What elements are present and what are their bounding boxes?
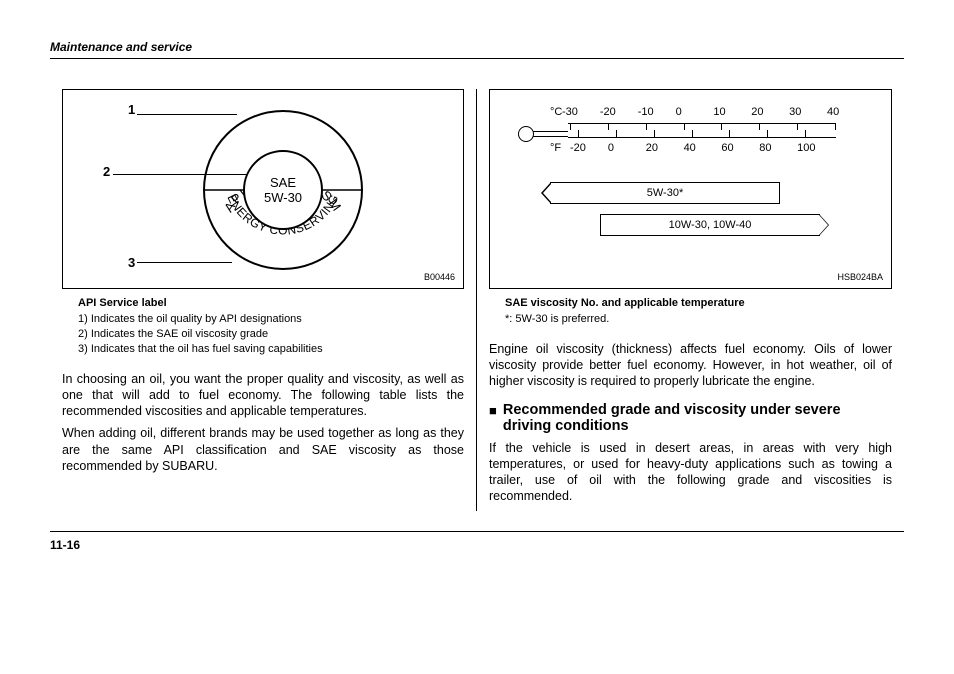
f-tick-label: 80: [759, 142, 771, 154]
callout-1: 1: [128, 102, 135, 117]
figure-code-left: B00446: [424, 272, 455, 282]
f-tick: [805, 130, 806, 137]
f-tick: [692, 130, 693, 137]
c-tick-label: 10: [713, 106, 725, 118]
c-tick: [570, 123, 571, 130]
sae-caption-title: SAE viscosity No. and applicable tempera…: [505, 297, 892, 309]
api-label-figure: 1 2 3 API SERVICE SM: [62, 89, 464, 289]
f-tick: [578, 130, 579, 137]
donut-wrap: 1 2 3 API SERVICE SM: [73, 100, 453, 278]
c-tick: [797, 123, 798, 130]
c-tick-label: -30: [562, 106, 578, 118]
content-columns: 1 2 3 API SERVICE SM: [50, 89, 904, 511]
section-heading: ■ Recommended grade and viscosity under …: [489, 402, 892, 434]
thermometer-stem: [533, 131, 568, 137]
left-para-2: When adding oil, different brands may be…: [62, 425, 464, 474]
right-para-1: Engine oil viscosity (thickness) affects…: [489, 341, 892, 390]
api-caption-list: 1) Indicates the oil quality by API desi…: [78, 312, 464, 357]
api-caption-title: API Service label: [78, 297, 464, 309]
page-number: 11-16: [50, 538, 80, 552]
caption-item-3: 3) Indicates that the oil has fuel savin…: [78, 342, 464, 357]
c-tick-label: 30: [789, 106, 801, 118]
caption-item-2: 2) Indicates the SAE oil viscosity grade: [78, 327, 464, 342]
thermometer-bulb: [518, 126, 534, 142]
f-tick-label: 0: [608, 142, 614, 154]
c-tick: [721, 123, 722, 130]
c-tick: [684, 123, 685, 130]
c-label: °C: [550, 106, 562, 118]
f-tick: [616, 130, 617, 137]
page-header: Maintenance and service: [50, 40, 904, 59]
temp-diagram: °C °F -30 -20 -10 0 10 20 30 40 -20 0 20 40 60 80 100…: [500, 100, 881, 278]
center-line2: 5W-30: [264, 190, 302, 205]
c-tick-label: -10: [638, 106, 654, 118]
left-column: 1 2 3 API SERVICE SM: [50, 89, 477, 511]
header-title: Maintenance and service: [50, 40, 192, 54]
heading-text: Recommended grade and viscosity under se…: [503, 402, 892, 434]
c-tick-label: 0: [676, 106, 682, 118]
f-tick: [767, 130, 768, 137]
c-tick: [608, 123, 609, 130]
sae-caption-note: *: 5W-30 is preferred.: [505, 312, 892, 327]
f-tick: [729, 130, 730, 137]
c-tick: [835, 123, 836, 130]
band1-text: 5W-30*: [647, 187, 683, 199]
right-column: °C °F -30 -20 -10 0 10 20 30 40 -20 0 20 40 60 80 100…: [477, 89, 904, 511]
c-tick-label: -20: [600, 106, 616, 118]
center-line1: SAE: [270, 175, 296, 190]
f-tick: [654, 130, 655, 137]
oil-band-10w: 10W-30, 10W-40: [600, 214, 820, 236]
caption-note-text: *: 5W-30 is preferred.: [505, 312, 892, 327]
f-tick-label: 60: [721, 142, 733, 154]
c-tick: [759, 123, 760, 130]
donut-center: SAE 5W-30: [243, 150, 323, 230]
f-tick-label: 100: [797, 142, 815, 154]
f-tick-label: 40: [684, 142, 696, 154]
page-footer: 11-16: [50, 531, 904, 552]
left-para-1: In choosing an oil, you want the proper …: [62, 371, 464, 420]
f-tick-label: 20: [646, 142, 658, 154]
temp-chart-figure: °C °F -30 -20 -10 0 10 20 30 40 -20 0 20 40 60 80 100…: [489, 89, 892, 289]
f-label: °F: [550, 142, 561, 154]
square-bullet-icon: ■: [489, 403, 497, 418]
f-tick-label: -20: [570, 142, 586, 154]
figure-code-right: HSB024BA: [837, 272, 883, 282]
oil-band-5w30: 5W-30*: [550, 182, 780, 204]
callout-3: 3: [128, 255, 135, 270]
band2-text: 10W-30, 10W-40: [669, 219, 752, 231]
caption-item-1: 1) Indicates the oil quality by API desi…: [78, 312, 464, 327]
c-tick-label: 20: [751, 106, 763, 118]
donut-symbol: API SERVICE SM ENERGY CONSERVING SAE 5W-…: [203, 110, 363, 270]
c-tick-label: 40: [827, 106, 839, 118]
c-tick: [646, 123, 647, 130]
c-scale-line: [568, 123, 836, 124]
callout-2: 2: [103, 164, 110, 179]
f-scale-line: [568, 137, 836, 138]
right-para-2: If the vehicle is used in desert areas, …: [489, 440, 892, 505]
